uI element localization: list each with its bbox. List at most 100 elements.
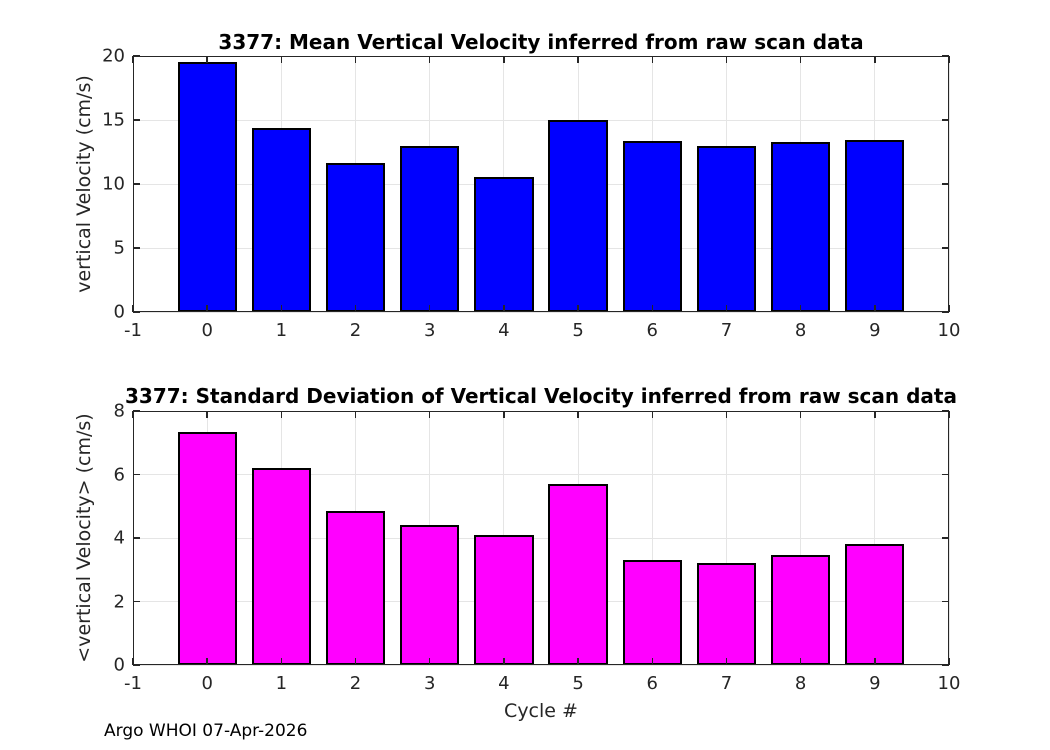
- x-tick-label: -1: [124, 673, 142, 694]
- horizontal-gridline: [133, 474, 949, 475]
- y-tick: [942, 119, 949, 121]
- bar: [177, 62, 237, 312]
- std-deviation-y-axis-label: <vertical Velocity> (cm/s): [73, 413, 95, 663]
- x-tick: [874, 411, 876, 418]
- x-tick: [206, 658, 208, 665]
- footer-text: Argo WHOI 07-Apr-2026: [104, 721, 308, 741]
- bar: [325, 162, 386, 312]
- y-tick: [133, 183, 140, 185]
- x-tick-label: 4: [498, 673, 510, 694]
- y-tick-label: 8: [113, 400, 125, 422]
- bar: [696, 145, 757, 312]
- bar: [251, 127, 312, 312]
- x-tick: [206, 56, 208, 63]
- x-tick: [280, 658, 283, 665]
- bar: [474, 534, 534, 665]
- x-tick: [354, 56, 357, 63]
- x-tick: [428, 411, 431, 418]
- x-tick: [948, 411, 950, 418]
- bar: [325, 511, 386, 665]
- x-tick-label: 1: [275, 320, 288, 341]
- x-tick: [577, 305, 579, 312]
- y-tick: [942, 55, 949, 57]
- x-tick: [206, 305, 208, 312]
- x-tick: [948, 56, 950, 63]
- mean-velocity-y-axis-label: vertical Velocity (cm/s): [73, 75, 95, 293]
- bar: [400, 145, 460, 312]
- y-tick: [133, 311, 140, 313]
- x-tick: [354, 411, 357, 418]
- x-tick-label: 10: [937, 673, 961, 694]
- x-tick: [799, 305, 802, 312]
- horizontal-gridline: [133, 183, 949, 185]
- y-tick: [942, 600, 949, 603]
- y-tick: [942, 410, 949, 412]
- x-tick: [874, 658, 876, 665]
- bar: [548, 120, 608, 312]
- x-tick: [503, 658, 505, 665]
- x-tick: [725, 305, 728, 312]
- x-tick-label: 3: [423, 320, 436, 341]
- x-tick: [503, 411, 505, 418]
- x-tick-label: 2: [349, 673, 362, 694]
- y-tick: [942, 664, 949, 666]
- bar: [251, 468, 312, 665]
- x-tick: [354, 305, 357, 312]
- x-tick-label: 4: [498, 320, 510, 341]
- bar: [622, 141, 682, 312]
- x-tick: [280, 56, 283, 63]
- bar: [770, 555, 831, 665]
- x-tick-label: 2: [349, 320, 362, 341]
- std-deviation-chart-title: 3377: Standard Deviation of Vertical Vel…: [125, 384, 957, 408]
- y-tick: [133, 664, 140, 666]
- horizontal-gridline: [133, 537, 949, 539]
- y-tick-label: 0: [113, 654, 125, 676]
- x-tick-label: 0: [201, 320, 213, 341]
- x-tick-label: 0: [201, 673, 213, 694]
- horizontal-gridline: [133, 247, 949, 249]
- x-tick: [651, 411, 654, 418]
- bar: [622, 560, 682, 665]
- x-tick: [651, 305, 654, 312]
- horizontal-gridline: [133, 601, 949, 602]
- mean-velocity-plot-area: -1 0 1 2 3 4 5 6 7 8 9 10 0 5 10 15 20: [102, 46, 960, 342]
- y-tick: [942, 247, 949, 249]
- x-tick-label: 8: [794, 673, 807, 694]
- x-tick-label: 6: [646, 320, 658, 341]
- x-tick-label: 8: [794, 320, 807, 341]
- x-tick: [651, 56, 654, 63]
- x-tick-label: 3: [423, 673, 436, 694]
- bar: [845, 139, 905, 312]
- x-tick: [948, 305, 950, 312]
- bar: [474, 176, 534, 312]
- x-tick: [725, 56, 728, 63]
- x-tick: [503, 305, 505, 312]
- x-tick: [577, 411, 579, 418]
- y-tick-label: 6: [113, 464, 125, 485]
- x-tick-label: 6: [646, 673, 658, 694]
- x-tick: [948, 658, 950, 665]
- x-tick-label: 1: [275, 673, 288, 694]
- x-tick: [503, 56, 505, 63]
- y-tick-label: 15: [102, 109, 125, 131]
- horizontal-gridline: [133, 664, 949, 666]
- x-tick: [799, 658, 802, 665]
- y-tick: [942, 537, 949, 539]
- horizontal-gridline: [133, 55, 949, 57]
- horizontal-gridline: [133, 119, 949, 121]
- y-tick: [133, 600, 140, 603]
- bar: [548, 484, 608, 665]
- y-tick-label: 5: [113, 237, 125, 259]
- y-tick-label: 2: [113, 591, 125, 612]
- x-tick: [725, 411, 728, 418]
- y-tick: [133, 247, 140, 249]
- y-tick: [133, 537, 140, 539]
- y-tick: [133, 410, 140, 412]
- x-tick: [799, 411, 802, 418]
- x-tick: [799, 56, 802, 63]
- y-tick: [133, 473, 140, 476]
- x-tick: [577, 56, 579, 63]
- y-tick: [942, 311, 949, 313]
- horizontal-gridline: [133, 410, 949, 412]
